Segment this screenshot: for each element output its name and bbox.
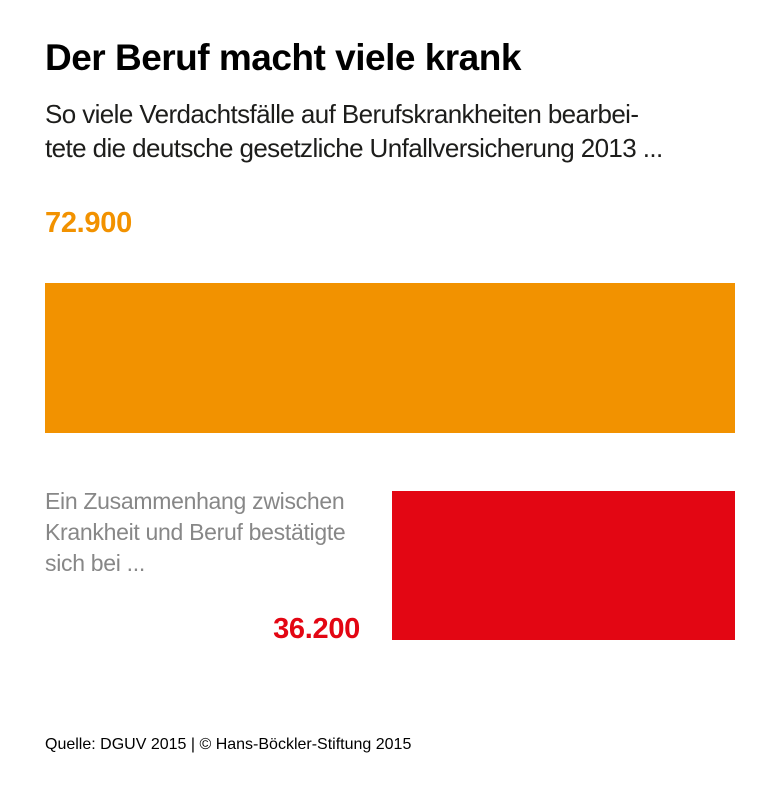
annotation-line-3: sich bei ... [45,550,145,576]
bar-verdachtsfaelle [45,283,735,433]
bar-bestaetigt [392,491,735,640]
source-note: Quelle: DGUV 2015 | © Hans-Böckler-Stift… [45,736,412,753]
annotation: Ein Zusammenhang zwischen Krankheit und … [45,486,346,579]
chart-title: Der Beruf macht viele krank [45,37,521,78]
value-label-bestaetigt: 36.200 [273,613,360,645]
value-label-verdachtsfaelle: 72.900 [45,207,132,239]
bar-track-verdachtsfaelle [45,283,735,433]
chart-subtitle: So viele Verdachtsfälle auf Berufskrankh… [45,97,663,165]
chart-subtitle-line-2: tete die deutsche gesetzliche Unfallvers… [45,133,663,163]
chart-subtitle-line-1: So viele Verdachtsfälle auf Berufskrankh… [45,99,639,129]
annotation-line-1: Ein Zusammenhang zwischen [45,488,345,514]
annotation-line-2: Krankheit und Beruf bestätigte [45,519,346,545]
bar-track-bestaetigt [45,491,735,640]
